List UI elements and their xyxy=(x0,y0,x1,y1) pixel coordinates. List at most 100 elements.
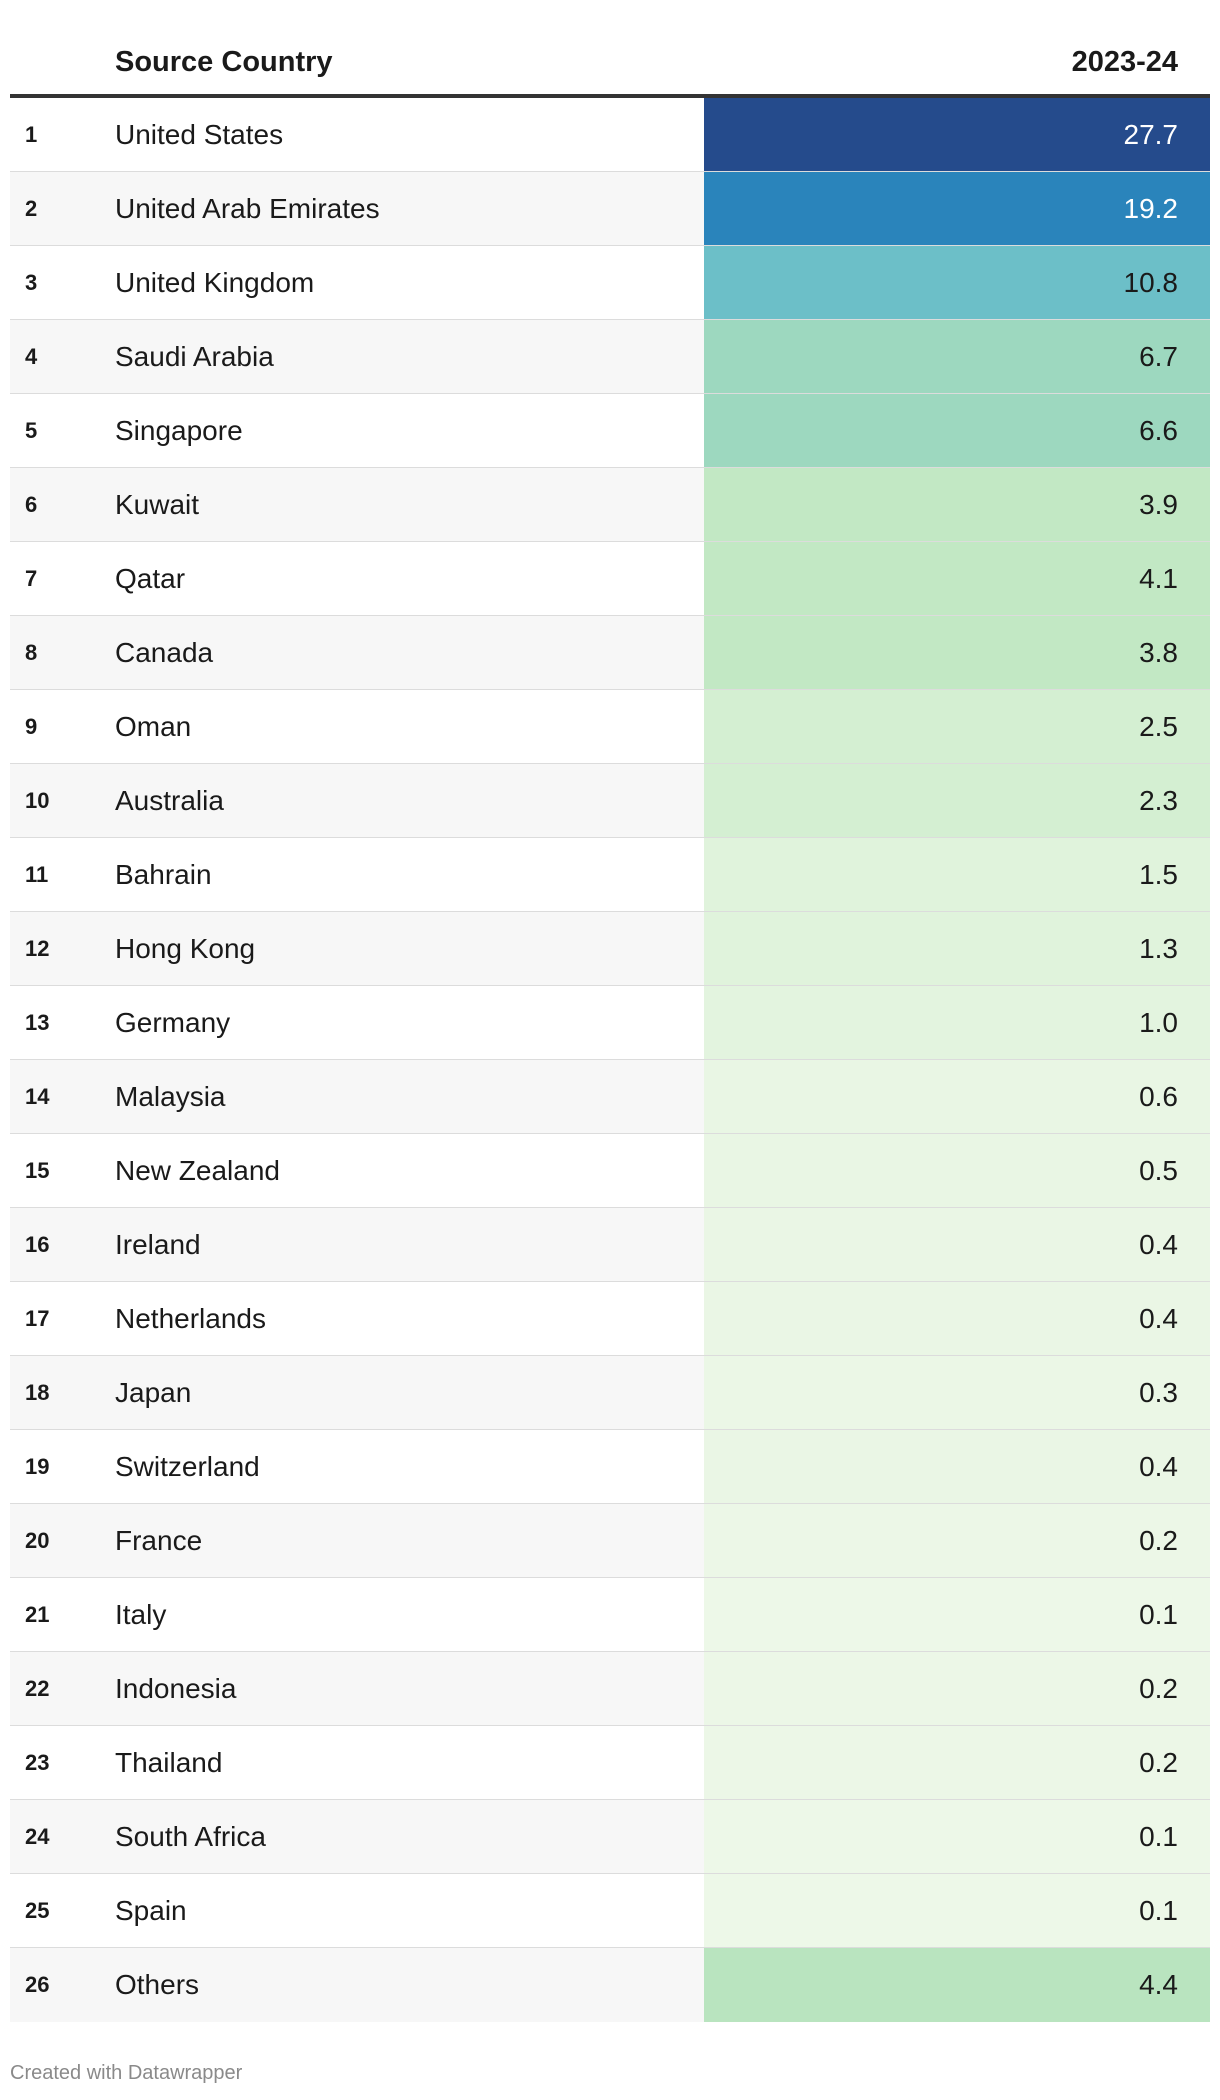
rank-cell: 3 xyxy=(10,246,115,319)
value-cell: 19.2 xyxy=(704,172,1210,245)
value-cell: 1.5 xyxy=(704,838,1210,911)
country-cell: Switzerland xyxy=(115,1430,704,1503)
value-cell: 4.4 xyxy=(704,1948,1210,2022)
value-cell: 1.3 xyxy=(704,912,1210,985)
rank-cell: 19 xyxy=(10,1430,115,1503)
value-cell: 27.7 xyxy=(704,98,1210,171)
rank-cell: 4 xyxy=(10,320,115,393)
value-cell: 1.0 xyxy=(704,986,1210,1059)
value-cell: 0.1 xyxy=(704,1800,1210,1873)
country-cell: Oman xyxy=(115,690,704,763)
value-cell: 10.8 xyxy=(704,246,1210,319)
table-row: 16 Ireland 0.4 xyxy=(10,1208,1210,1282)
value-cell: 3.9 xyxy=(704,468,1210,541)
table-row: 12 Hong Kong 1.3 xyxy=(10,912,1210,986)
value-cell: 3.8 xyxy=(704,616,1210,689)
country-cell: Spain xyxy=(115,1874,704,1947)
value-cell: 2.5 xyxy=(704,690,1210,763)
value-cell: 0.1 xyxy=(704,1874,1210,1947)
rank-cell: 14 xyxy=(10,1060,115,1133)
rank-cell: 16 xyxy=(10,1208,115,1281)
value-cell: 6.6 xyxy=(704,394,1210,467)
rank-cell: 11 xyxy=(10,838,115,911)
rank-cell: 15 xyxy=(10,1134,115,1207)
country-cell: New Zealand xyxy=(115,1134,704,1207)
table-row: 6 Kuwait 3.9 xyxy=(10,468,1210,542)
rank-cell: 6 xyxy=(10,468,115,541)
table-row: 8 Canada 3.8 xyxy=(10,616,1210,690)
country-cell: Ireland xyxy=(115,1208,704,1281)
table-row: 3 United Kingdom 10.8 xyxy=(10,246,1210,320)
table-row: 25 Spain 0.1 xyxy=(10,1874,1210,1948)
value-cell: 0.2 xyxy=(704,1726,1210,1799)
country-cell: Kuwait xyxy=(115,468,704,541)
table-row: 7 Qatar 4.1 xyxy=(10,542,1210,616)
value-cell: 2.3 xyxy=(704,764,1210,837)
table-row: 11 Bahrain 1.5 xyxy=(10,838,1210,912)
country-cell: United Arab Emirates xyxy=(115,172,704,245)
rank-cell: 24 xyxy=(10,1800,115,1873)
rank-cell: 22 xyxy=(10,1652,115,1725)
country-column-header: Source Country xyxy=(115,45,333,78)
data-table: Source Country 2023-24 1 United States 27.… xyxy=(10,30,1210,2022)
country-cell: Saudi Arabia xyxy=(115,320,704,393)
footer-credit: Created with Datawrapper xyxy=(10,2062,243,2084)
year-column-header: 2023-24 xyxy=(1071,45,1178,78)
rank-cell: 9 xyxy=(10,690,115,763)
table-row: 20 France 0.2 xyxy=(10,1504,1210,1578)
country-cell: Italy xyxy=(115,1578,704,1651)
rank-cell: 2 xyxy=(10,172,115,245)
rank-cell: 7 xyxy=(10,542,115,615)
value-cell: 6.7 xyxy=(704,320,1210,393)
table-row: 23 Thailand 0.2 xyxy=(10,1726,1210,1800)
value-cell: 4.1 xyxy=(704,542,1210,615)
table-row: 15 New Zealand 0.5 xyxy=(10,1134,1210,1208)
rank-cell: 13 xyxy=(10,986,115,1059)
value-cell: 0.6 xyxy=(704,1060,1210,1133)
rank-cell: 20 xyxy=(10,1504,115,1577)
rank-cell: 1 xyxy=(10,98,115,171)
country-cell: Malaysia xyxy=(115,1060,704,1133)
table-row: 1 United States 27.7 xyxy=(10,98,1210,172)
country-cell: Thailand xyxy=(115,1726,704,1799)
country-cell: Hong Kong xyxy=(115,912,704,985)
country-cell: Singapore xyxy=(115,394,704,467)
rank-cell: 12 xyxy=(10,912,115,985)
table-header: Source Country 2023-24 xyxy=(10,30,1210,98)
country-cell: Netherlands xyxy=(115,1282,704,1355)
table-row: 9 Oman 2.5 xyxy=(10,690,1210,764)
value-cell: 0.4 xyxy=(704,1282,1210,1355)
table-row: 13 Germany 1.0 xyxy=(10,986,1210,1060)
table-row: 18 Japan 0.3 xyxy=(10,1356,1210,1430)
rank-cell: 26 xyxy=(10,1948,115,2022)
rank-cell: 18 xyxy=(10,1356,115,1429)
table-row: 14 Malaysia 0.6 xyxy=(10,1060,1210,1134)
country-cell: France xyxy=(115,1504,704,1577)
rank-cell: 10 xyxy=(10,764,115,837)
value-cell: 0.2 xyxy=(704,1652,1210,1725)
value-cell: 0.4 xyxy=(704,1430,1210,1503)
country-cell: Indonesia xyxy=(115,1652,704,1725)
country-cell: Qatar xyxy=(115,542,704,615)
table-row: 10 Australia 2.3 xyxy=(10,764,1210,838)
country-cell: Germany xyxy=(115,986,704,1059)
value-cell: 0.3 xyxy=(704,1356,1210,1429)
country-cell: Japan xyxy=(115,1356,704,1429)
table-body: 1 United States 27.7 2 United Arab Emirates 1… xyxy=(10,98,1210,2022)
table-row: 17 Netherlands 0.4 xyxy=(10,1282,1210,1356)
table-row: 26 Others 4.4 xyxy=(10,1948,1210,2022)
table-row: 24 South Africa 0.1 xyxy=(10,1800,1210,1874)
rank-cell: 25 xyxy=(10,1874,115,1947)
table-row: 2 United Arab Emirates 19.2 xyxy=(10,172,1210,246)
value-cell: 0.5 xyxy=(704,1134,1210,1207)
table-row: 4 Saudi Arabia 6.7 xyxy=(10,320,1210,394)
value-cell: 0.1 xyxy=(704,1578,1210,1651)
table-row: 22 Indonesia 0.2 xyxy=(10,1652,1210,1726)
country-cell: Canada xyxy=(115,616,704,689)
table-row: 19 Switzerland 0.4 xyxy=(10,1430,1210,1504)
rank-cell: 5 xyxy=(10,394,115,467)
value-cell: 0.2 xyxy=(704,1504,1210,1577)
country-cell: South Africa xyxy=(115,1800,704,1873)
country-cell: Others xyxy=(115,1948,704,2022)
rank-cell: 23 xyxy=(10,1726,115,1799)
